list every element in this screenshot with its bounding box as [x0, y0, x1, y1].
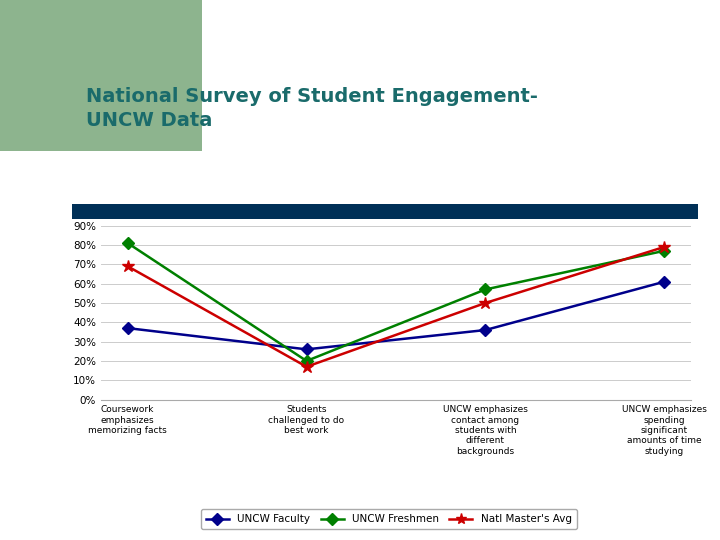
Text: National Survey of Student Engagement-
UNCW Data: National Survey of Student Engagement- U… — [86, 87, 539, 130]
Legend: UNCW Faculty, UNCW Freshmen, Natl Master's Avg: UNCW Faculty, UNCW Freshmen, Natl Master… — [201, 509, 577, 529]
